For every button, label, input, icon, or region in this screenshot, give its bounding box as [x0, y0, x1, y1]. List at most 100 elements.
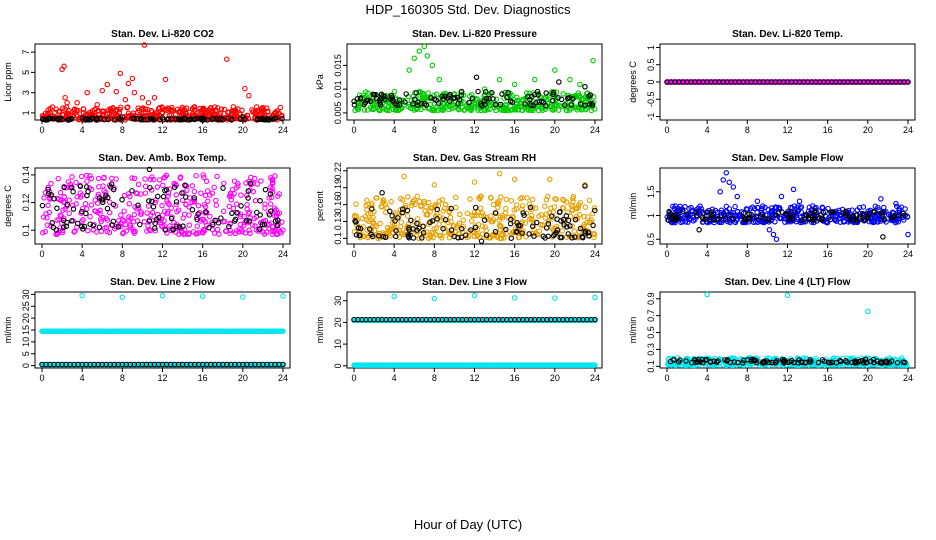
data-point [461, 99, 467, 105]
data-point [490, 101, 496, 108]
y-tick-label: 0.16 [333, 196, 343, 214]
data-point [441, 100, 448, 107]
data-point [176, 224, 183, 230]
data-point [462, 232, 469, 238]
x-tick-label: 20 [238, 249, 248, 259]
data-point [773, 236, 780, 243]
data-point [488, 213, 494, 219]
data-point [57, 189, 64, 196]
data-point [740, 210, 747, 216]
data-point [421, 43, 428, 50]
data-point [723, 170, 729, 176]
data-point [680, 208, 686, 214]
y-tick-label: 0.19 [333, 179, 343, 197]
data-point [91, 106, 98, 113]
data-point [244, 201, 250, 208]
data-point [456, 106, 462, 113]
data-point [582, 228, 589, 235]
data-point [798, 358, 804, 365]
y-tick-label: 0.015 [333, 54, 343, 77]
data-point [39, 229, 46, 236]
data-point [267, 201, 274, 207]
data-point [376, 230, 382, 237]
data-point [51, 195, 57, 202]
data-point [191, 104, 197, 110]
data-point [508, 107, 514, 113]
data-point [173, 223, 180, 230]
data-point [525, 93, 531, 100]
data-point [859, 210, 866, 217]
data-point [355, 106, 362, 113]
data-point [61, 194, 67, 200]
data-point [384, 224, 391, 231]
data-point [684, 211, 690, 218]
data-point [164, 198, 170, 204]
data-point [871, 219, 877, 225]
data-point [200, 172, 206, 178]
data-point [39, 116, 46, 122]
data-point [252, 175, 258, 182]
data-point [182, 182, 188, 189]
data-point [519, 230, 525, 236]
x-tick-label: 12 [469, 249, 479, 259]
data-point [189, 111, 196, 117]
data-point [87, 173, 93, 179]
y-tick-label: 0.9 [646, 292, 656, 305]
data-point [436, 76, 443, 83]
data-point [843, 210, 850, 216]
data-point [393, 233, 399, 240]
data-point [49, 220, 55, 226]
data-point [676, 208, 683, 215]
data-point [849, 207, 855, 213]
data-point [693, 207, 699, 213]
data-point [84, 192, 90, 199]
y-tick-label: 25 [21, 301, 31, 311]
data-point [431, 96, 438, 102]
data-point [707, 216, 713, 223]
data-point [275, 217, 281, 224]
data-point [577, 81, 583, 88]
data-point [539, 222, 546, 228]
data-point [733, 212, 739, 218]
data-point [150, 204, 157, 210]
data-point [130, 219, 137, 225]
data-point [865, 214, 872, 220]
data-point [458, 92, 464, 98]
data-point [106, 229, 113, 236]
data-point [774, 358, 780, 364]
data-point [509, 92, 515, 99]
figure-title: HDP_160305 Std. Dev. Diagnostics [365, 2, 571, 17]
data-point [151, 94, 158, 101]
data-point [489, 90, 495, 96]
data-point [434, 206, 440, 213]
data-point [171, 184, 178, 190]
data-point [424, 211, 430, 217]
data-point [447, 214, 454, 221]
data-point [207, 213, 213, 220]
data-point [373, 95, 380, 102]
data-point [182, 194, 189, 200]
data-point [893, 200, 899, 207]
data-point [726, 212, 732, 218]
data-point [446, 205, 452, 212]
data-point [744, 357, 751, 363]
data-point [514, 94, 520, 101]
data-point [452, 194, 459, 201]
data-point [592, 207, 598, 214]
data-point [375, 235, 381, 242]
x-tick-label: 4 [392, 249, 397, 259]
chart-panel-4: Stan. Dev. Amb. Box Temp.0 4 8 12 16 20 240.10… [3, 153, 291, 259]
data-point [781, 360, 787, 366]
data-point [61, 184, 67, 191]
data-point [117, 70, 124, 77]
data-point [365, 201, 371, 208]
data-point [165, 209, 171, 215]
data-point [497, 226, 504, 233]
data-point [79, 292, 85, 299]
data-point [96, 224, 103, 231]
data-point [252, 223, 258, 229]
chart-panel-3: Stan. Dev. Li-820 Temp.0 4 8 12 16 20 24-1-0.5… [628, 29, 916, 135]
data-point [677, 203, 683, 210]
data-point [271, 208, 278, 214]
data-point [40, 214, 47, 220]
